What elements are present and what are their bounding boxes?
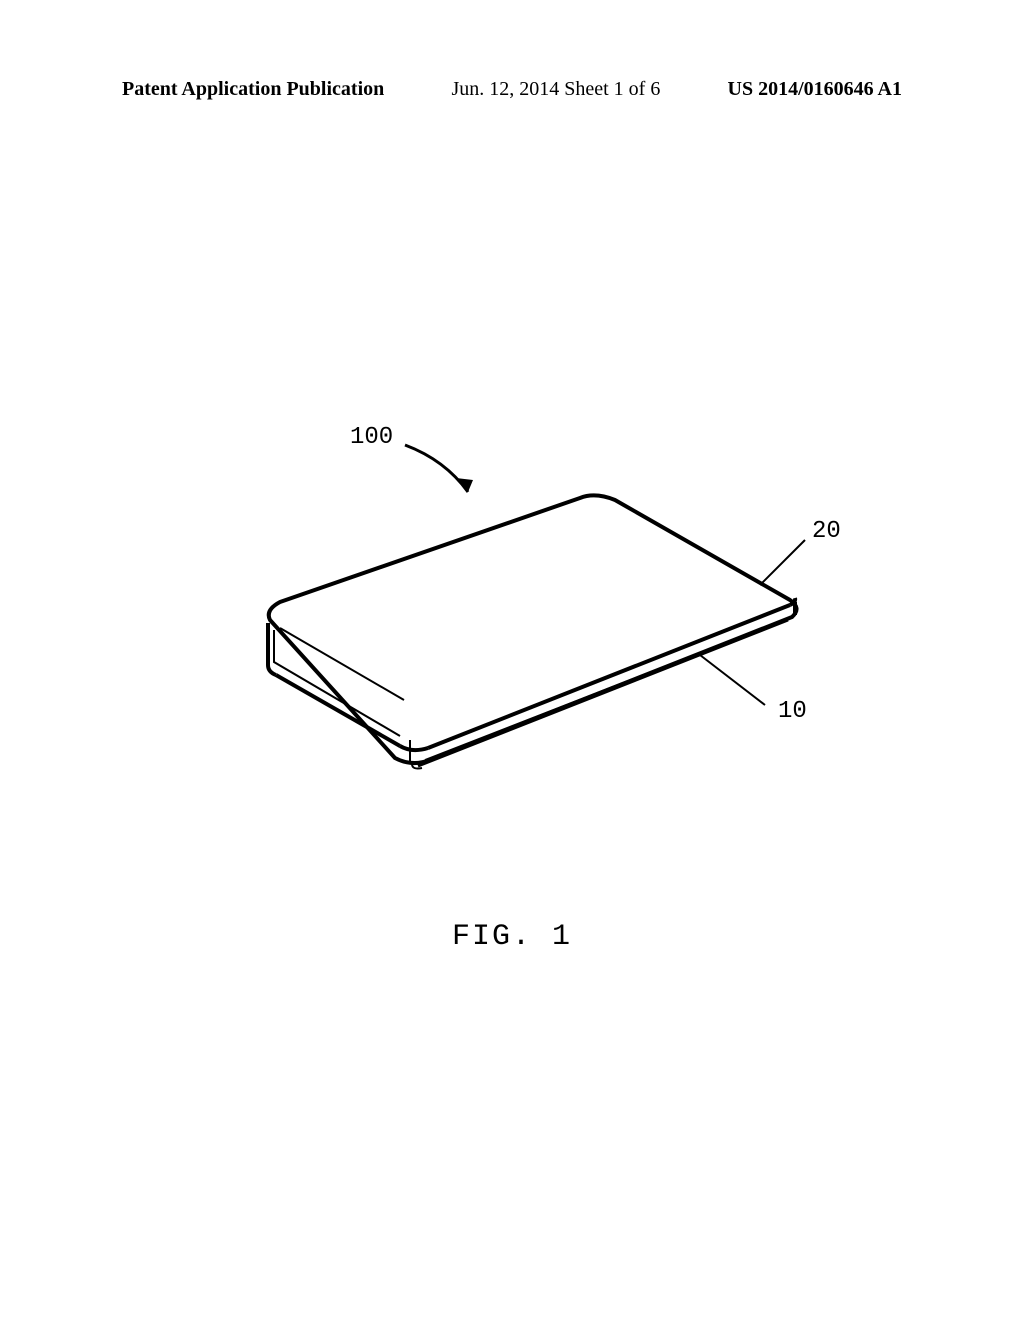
ref-20-label: 20 <box>812 518 841 545</box>
ref-10-leader <box>700 655 765 705</box>
publication-type: Patent Application Publication <box>122 78 384 101</box>
page-header: Patent Application Publication Jun. 12, … <box>0 78 1024 101</box>
publication-number: US 2014/0160646 A1 <box>728 78 902 101</box>
ref-100-arrow <box>405 445 473 492</box>
patent-page: Patent Application Publication Jun. 12, … <box>0 0 1024 1320</box>
date-sheet: Jun. 12, 2014 Sheet 1 of 6 <box>451 78 660 101</box>
ref-100-label: 100 <box>350 424 393 451</box>
device-drawing <box>200 420 820 840</box>
ref-20-leader <box>760 540 805 585</box>
figure-1: 100 20 10 <box>200 420 820 840</box>
ref-10-label: 10 <box>778 698 807 725</box>
top-cover <box>269 495 797 763</box>
figure-caption: FIG. 1 <box>0 920 1024 954</box>
